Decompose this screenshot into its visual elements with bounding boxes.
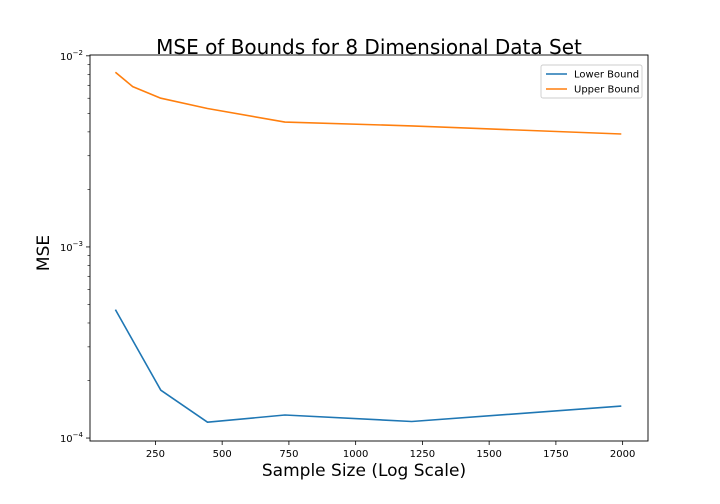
legend-label: Lower Bound <box>574 70 639 81</box>
y-axis-ticks: 10−4 10−3 10−2 <box>60 49 90 445</box>
x-tick-label: 750 <box>279 449 298 460</box>
x-tick-label: 2000 <box>610 449 635 460</box>
series-line-lower-bound <box>114 309 622 424</box>
legend: Lower Bound Upper Bound <box>540 64 643 99</box>
y-tick-label: 10−2 <box>60 49 83 63</box>
x-tick-label: 1750 <box>543 449 568 460</box>
series-line-upper-bound <box>114 71 622 135</box>
y-axis-label: MSE <box>34 235 54 271</box>
legend-label: Upper Bound <box>574 85 639 96</box>
y-tick-label: 10−3 <box>60 240 83 254</box>
x-axis-label: Sample Size (Log Scale) <box>262 461 466 481</box>
x-tick-label: 1250 <box>410 449 435 460</box>
x-tick-label: 1500 <box>476 449 501 460</box>
plot-area <box>90 55 648 441</box>
y-tick-label: 10−4 <box>60 431 84 445</box>
x-tick-label: 500 <box>213 449 232 460</box>
series-layer <box>114 71 622 424</box>
x-axis-ticks: 250 500 750 1000 1250 1500 1750 2000 <box>146 441 635 460</box>
x-tick-label: 1000 <box>343 449 368 460</box>
x-tick-label: 250 <box>146 449 165 460</box>
plot-frame <box>89 54 649 442</box>
